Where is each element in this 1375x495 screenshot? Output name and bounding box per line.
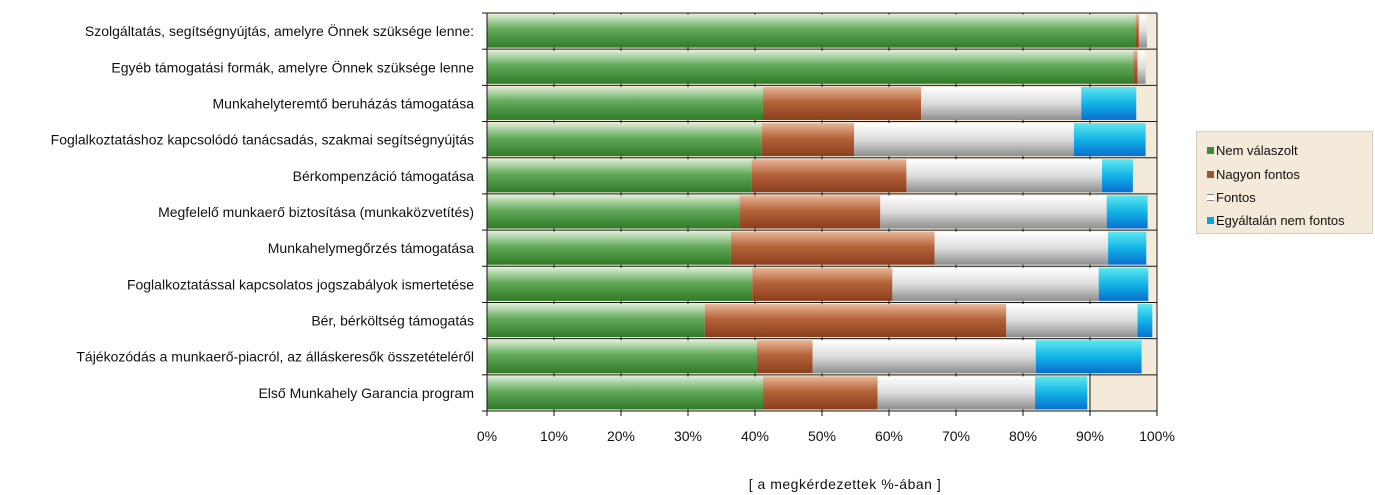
bar-nem-valaszolt [487, 340, 758, 374]
category-labels: Szolgáltatás, segítségnyújtás, amelyre Ö… [51, 22, 475, 401]
bar-fontos [877, 376, 1036, 410]
bar-egyaltalan-nem-fontos [1035, 340, 1142, 374]
category-label: Munkahelyteremtő beruházás támogatása [213, 95, 475, 111]
bar-fontos [921, 86, 1082, 120]
x-tick-label: 10% [540, 428, 568, 444]
bar-nem-valaszolt [487, 231, 731, 265]
x-tick-label: 80% [1009, 428, 1037, 444]
x-tick-label: 30% [674, 428, 702, 444]
legend-item-egyaltalan-nem-fontos: Egyáltalán nem fontos [1207, 211, 1345, 229]
category-label: Munkahelymegőrzés támogatása [268, 240, 474, 256]
bar-nem-valaszolt [487, 123, 762, 157]
bar-fontos [1138, 14, 1147, 48]
legend-label: Nem válaszolt [1216, 142, 1298, 158]
legend-swatch [1207, 170, 1214, 178]
x-tick-label: 20% [607, 428, 635, 444]
x-tick-label: 100% [1139, 428, 1175, 444]
bar-egyaltalan-nem-fontos [1137, 304, 1153, 338]
bar-nem-valaszolt [487, 86, 764, 120]
legend-item-nem-valaszolt: Nem válaszolt [1207, 141, 1298, 159]
bar-nagyon-fontos [761, 123, 855, 157]
bar-fontos [1006, 304, 1138, 338]
bar-fontos [812, 340, 1036, 374]
category-label: Megfelelő munkaerő biztosítása (munkaköz… [158, 204, 474, 220]
bar-egyaltalan-nem-fontos [1106, 195, 1148, 229]
x-tick-label: 60% [875, 428, 903, 444]
legend-item-nagyon-fontos: Nagyon fontos [1207, 165, 1300, 183]
legend-label: Fontos [1216, 189, 1256, 205]
bar-nagyon-fontos [763, 376, 878, 410]
bar-nem-valaszolt [487, 50, 1134, 84]
bar-nagyon-fontos [751, 159, 907, 193]
x-tick-label: 40% [741, 428, 769, 444]
legend: Nem válaszolt Nagyon fontos Fontos Egyál… [1196, 131, 1373, 234]
bar-nagyon-fontos [757, 340, 813, 374]
legend-label: Nagyon fontos [1216, 166, 1300, 182]
bar-egyaltalan-nem-fontos [1102, 159, 1133, 193]
x-axis-title: [ a megkérdezettek %-ában ] [749, 476, 942, 492]
x-tick-label: 90% [1076, 428, 1104, 444]
bar-nagyon-fontos [763, 86, 922, 120]
bar-fontos [892, 267, 1099, 301]
bar-fontos [1137, 50, 1146, 84]
category-label: Első Munkahely Garancia program [258, 385, 474, 401]
x-tick-labels: 0% 10% 20% 30% 40% 50% 60% 70% 80% 90% 100% [477, 428, 1175, 444]
bar-nagyon-fontos [1135, 14, 1139, 48]
bar-fontos [906, 159, 1103, 193]
bar-nem-valaszolt [487, 304, 705, 338]
bar-nem-valaszolt [487, 159, 752, 193]
bar-nem-valaszolt [487, 267, 753, 301]
x-tick-label: 70% [942, 428, 970, 444]
legend-swatch [1207, 216, 1214, 224]
bar-egyaltalan-nem-fontos [1073, 123, 1146, 157]
bar-egyaltalan-nem-fontos [1035, 376, 1088, 410]
category-label: Foglalkoztatással kapcsolatos jogszabály… [127, 276, 474, 292]
category-label: Egyéb támogatási formák, amelyre Önnek s… [111, 58, 474, 75]
bar-egyaltalan-nem-fontos [1081, 86, 1137, 120]
legend-item-fontos: Fontos [1207, 188, 1256, 206]
x-tick-label: 50% [808, 428, 836, 444]
bar-nagyon-fontos [739, 195, 881, 229]
category-label: Szolgáltatás, segítségnyújtás, amelyre Ö… [85, 22, 474, 39]
legend-swatch [1207, 146, 1214, 154]
category-label: Foglalkoztatáshoz kapcsolódó tanácsadás,… [51, 132, 474, 148]
bar-fontos [934, 231, 1109, 265]
bar-nagyon-fontos [730, 231, 935, 265]
bar-nagyon-fontos [752, 267, 893, 301]
bar-egyaltalan-nem-fontos [1108, 231, 1147, 265]
bar-nem-valaszolt [487, 195, 740, 229]
bar-nagyon-fontos [704, 304, 1007, 338]
bars [487, 14, 1153, 410]
legend-label: Egyáltalán nem fontos [1216, 212, 1345, 228]
bar-fontos [880, 195, 1107, 229]
category-label: Bérkompenzáció támogatása [293, 168, 475, 184]
bar-egyaltalan-nem-fontos [1098, 267, 1149, 301]
legend-swatch [1207, 193, 1214, 201]
category-label: Bér, bérköltség támogatás [311, 313, 474, 329]
x-tick-label: 0% [477, 428, 497, 444]
bar-nagyon-fontos [1133, 50, 1138, 84]
bar-nem-valaszolt [487, 14, 1136, 48]
bar-fontos [854, 123, 1074, 157]
bar-nem-valaszolt [487, 376, 764, 410]
axes [482, 12, 1158, 416]
category-label: Tájékozódás a munkaerő-piacról, az állás… [76, 349, 474, 365]
